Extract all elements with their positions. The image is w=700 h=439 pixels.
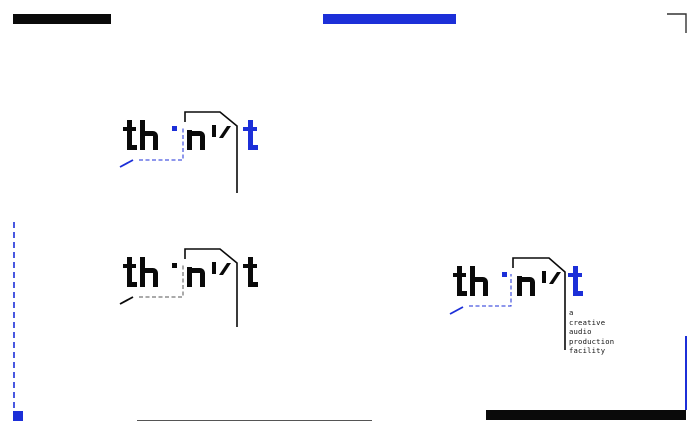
logo-with-tagline: a creative audio production facility [445,254,614,355]
bottom-left-blue-square [13,411,23,421]
bottom-center-rule [137,420,372,421]
right-blue-vertical-line [685,336,687,410]
tagline-line-4: production [569,336,615,346]
left-dashed-blue-line [13,222,15,412]
tagline-line-1: a [569,308,574,317]
tagline-line-5: facility [569,346,606,356]
top-center-blue-bar [323,14,456,24]
tagline-line-2: creative [569,317,606,327]
top-left-black-bar [13,14,111,24]
logo-monochrome [115,245,265,335]
bottom-right-black-bar [486,410,686,420]
tagline: a creative audio production facility [569,308,614,356]
tagline-line-3: audio [569,327,592,337]
logo-blue-accent [115,108,265,198]
think-it-wordmark-mono [119,248,258,327]
think-it-wordmark-tagline [449,257,583,350]
top-right-corner-bracket [667,13,687,33]
think-it-wordmark-blue [119,111,258,193]
